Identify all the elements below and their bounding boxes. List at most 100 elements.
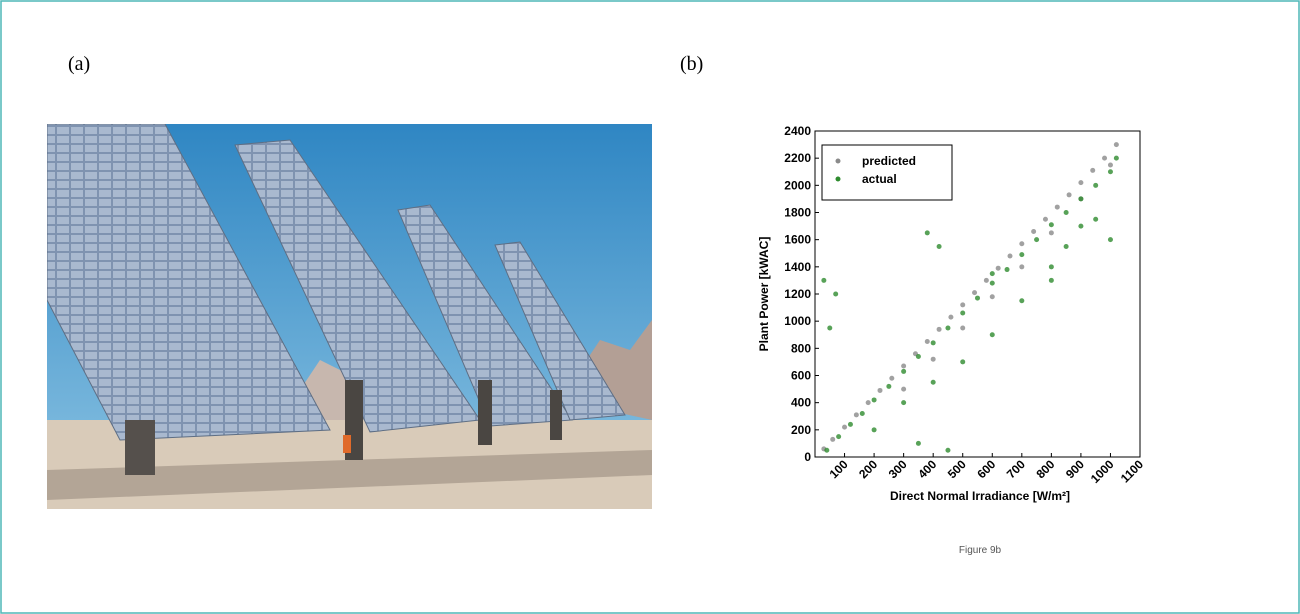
point xyxy=(889,376,894,381)
point xyxy=(866,400,871,405)
y-tick-label: 200 xyxy=(791,423,811,437)
x-tick-label: 700 xyxy=(1004,457,1028,481)
panel-label: (b) xyxy=(680,53,703,75)
point xyxy=(1031,229,1036,234)
point xyxy=(901,387,906,392)
point xyxy=(990,294,995,299)
y-tick-label: 2000 xyxy=(784,178,811,192)
y-tick-label: 1800 xyxy=(784,206,811,220)
point xyxy=(1008,253,1013,258)
point xyxy=(1078,180,1083,185)
point xyxy=(901,363,906,368)
x-tick-label: 300 xyxy=(886,457,910,481)
point xyxy=(872,427,877,432)
point xyxy=(824,448,829,453)
y-tick-label: 1600 xyxy=(784,233,811,247)
y-tick-label: 800 xyxy=(791,341,811,355)
point xyxy=(996,266,1001,271)
point xyxy=(975,296,980,301)
x-tick-label: 900 xyxy=(1063,457,1087,481)
point xyxy=(972,290,977,295)
point xyxy=(937,327,942,332)
point xyxy=(854,412,859,417)
point xyxy=(827,325,832,330)
point xyxy=(945,325,950,330)
point xyxy=(1064,244,1069,249)
scatter-chart: Direct Normal Irradiance [W/m²] Plant Po… xyxy=(757,124,1146,503)
point xyxy=(1093,183,1098,188)
point xyxy=(960,359,965,364)
point xyxy=(1064,210,1069,215)
x-tick-label: 500 xyxy=(945,457,969,481)
x-tick-label: 100 xyxy=(827,457,851,481)
x-tick-label: 800 xyxy=(1033,457,1057,481)
point xyxy=(1034,237,1039,242)
point xyxy=(1049,264,1054,269)
y-tick-label: 2400 xyxy=(784,124,811,138)
x-tick-label: 200 xyxy=(856,457,880,481)
point xyxy=(1019,241,1024,246)
point xyxy=(842,425,847,430)
point xyxy=(1108,169,1113,174)
legend-label: actual xyxy=(862,172,897,186)
y-tick-label: 2200 xyxy=(784,151,811,165)
point xyxy=(1055,205,1060,210)
y-tick-label: 600 xyxy=(791,369,811,383)
y-tick-label: 1400 xyxy=(784,260,811,274)
point xyxy=(1049,278,1054,283)
point xyxy=(1102,156,1107,161)
point xyxy=(1093,217,1098,222)
legend-label: predicted xyxy=(862,154,916,168)
y-tick-label: 1200 xyxy=(784,287,811,301)
point xyxy=(948,315,953,320)
point xyxy=(878,388,883,393)
point xyxy=(848,422,853,427)
point xyxy=(836,434,841,439)
point xyxy=(990,332,995,337)
point xyxy=(990,281,995,286)
x-axis-label: Direct Normal Irradiance [W/m²] xyxy=(890,489,1070,503)
point xyxy=(1067,192,1072,197)
point xyxy=(1019,252,1024,257)
panel-label: (a) xyxy=(68,53,90,75)
legend-marker xyxy=(836,177,841,182)
point xyxy=(931,380,936,385)
point xyxy=(1043,217,1048,222)
y-tick-label: 400 xyxy=(791,396,811,410)
point xyxy=(1114,142,1119,147)
y-tick-label: 0 xyxy=(804,450,811,464)
legend-marker xyxy=(836,159,841,164)
x-tick-label: 600 xyxy=(974,457,998,481)
y-axis-label: Plant Power [kWAC] xyxy=(757,237,771,352)
y-tick-label: 1000 xyxy=(784,314,811,328)
point xyxy=(901,400,906,405)
photo xyxy=(47,124,652,509)
point xyxy=(1078,196,1083,201)
point xyxy=(1019,264,1024,269)
point xyxy=(830,437,835,442)
point xyxy=(1108,162,1113,167)
point xyxy=(1078,224,1083,229)
point xyxy=(1049,230,1054,235)
point xyxy=(960,325,965,330)
x-tick-label: 1100 xyxy=(1118,457,1147,486)
point xyxy=(925,339,930,344)
point xyxy=(1005,267,1010,272)
point xyxy=(886,384,891,389)
point xyxy=(925,230,930,235)
x-tick-label: 1000 xyxy=(1088,457,1117,486)
page: (a) (b) Direct Normal Irradiance [W/m²] … xyxy=(0,0,1300,614)
point xyxy=(1019,298,1024,303)
point xyxy=(984,278,989,283)
figure: (a) (b) Direct Normal Irradiance [W/m²] … xyxy=(0,0,1300,614)
point xyxy=(1108,237,1113,242)
point xyxy=(916,441,921,446)
x-tick-label: 400 xyxy=(915,457,939,481)
point xyxy=(833,292,838,297)
point xyxy=(1114,156,1119,161)
point xyxy=(990,271,995,276)
point xyxy=(872,397,877,402)
point xyxy=(937,244,942,249)
point xyxy=(1049,222,1054,227)
point xyxy=(916,354,921,359)
